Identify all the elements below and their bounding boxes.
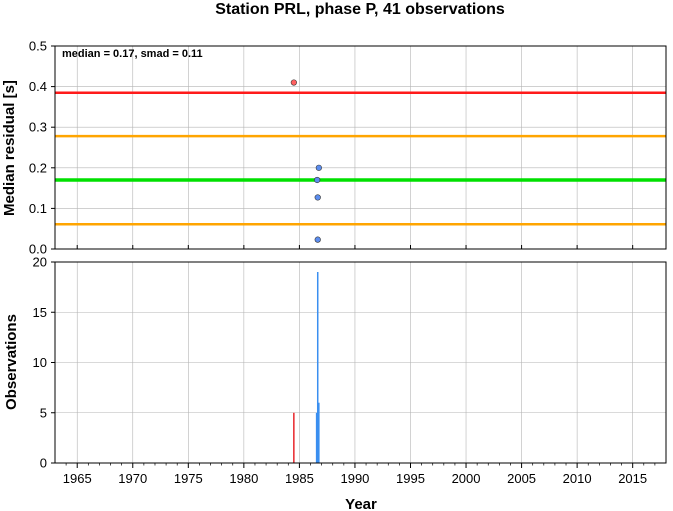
- observations-y-ticks: 0 5 10 15 20: [33, 255, 55, 471]
- observations-y-tick-label: 0: [40, 456, 47, 471]
- x-tick-label: 1985: [285, 471, 314, 486]
- residual-y-axis-label: Median residual [s]: [1, 80, 18, 216]
- x-tick-label: 2000: [452, 471, 481, 486]
- x-tick-label: 1995: [396, 471, 425, 486]
- x-tick-label: 1975: [174, 471, 203, 486]
- residual-point: [314, 176, 321, 184]
- x-tick-label: 1980: [229, 471, 258, 486]
- x-tick-label: 2015: [618, 471, 647, 486]
- observations-x-ticks: 1965 1970 1975 1980 1985 1990 1995 2000 2005 2010…: [63, 463, 656, 486]
- observation-bars: [293, 272, 320, 463]
- observations-panel: 0 5 10 15 20 1965 1970 1975 1980 1985 1990 1995 200…: [3, 255, 667, 511]
- residual-panel: 0.0 0.1 0.2 0.3 0.4 0.5 median = 0.17, smad =…: [1, 39, 667, 257]
- residual-point: [315, 164, 322, 171]
- residual-y-tick-label: 0.0: [29, 242, 47, 257]
- residual-points: [290, 79, 322, 243]
- observations-y-axis-label: Observations: [3, 314, 20, 410]
- residual-y-tick-label: 0.4: [29, 79, 47, 94]
- residual-y-tick-label: 0.2: [29, 160, 47, 175]
- observations-y-tick-label: 15: [33, 305, 47, 320]
- residual-point: [290, 79, 297, 86]
- x-tick-label: 1965: [63, 471, 92, 486]
- observations-y-tick-label: 5: [40, 405, 47, 420]
- residual-y-tick-label: 0.3: [29, 120, 47, 135]
- x-tick-label: 2005: [507, 471, 536, 486]
- observations-y-tick-label: 10: [33, 355, 47, 370]
- chart-title: Station PRL, phase P, 41 observations: [215, 1, 505, 18]
- observations-grid: [55, 262, 666, 463]
- stats-annotation: median = 0.17, smad = 0.11: [62, 48, 203, 60]
- residual-grid: [55, 46, 666, 249]
- residual-point: [314, 194, 321, 201]
- residual-y-ticks: 0.0 0.1 0.2 0.3 0.4 0.5: [29, 39, 55, 257]
- reference-lines: [55, 91, 666, 226]
- residual-point: [314, 236, 321, 243]
- residual-panel-frame: [54, 45, 667, 250]
- x-tick-label: 1970: [118, 471, 147, 486]
- observations-y-tick-label: 20: [33, 255, 47, 270]
- x-axis-label: Year: [345, 496, 377, 511]
- x-tick-label: 1990: [340, 471, 369, 486]
- x-tick-label: 2010: [563, 471, 592, 486]
- residual-y-tick-label: 0.1: [29, 201, 47, 216]
- residual-x-ticks: [76, 245, 634, 249]
- residual-y-tick-label: 0.5: [29, 39, 47, 54]
